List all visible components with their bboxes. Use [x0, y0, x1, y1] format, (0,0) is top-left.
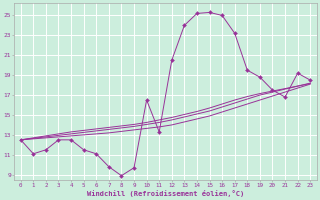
X-axis label: Windchill (Refroidissement éolien,°C): Windchill (Refroidissement éolien,°C): [87, 190, 244, 197]
